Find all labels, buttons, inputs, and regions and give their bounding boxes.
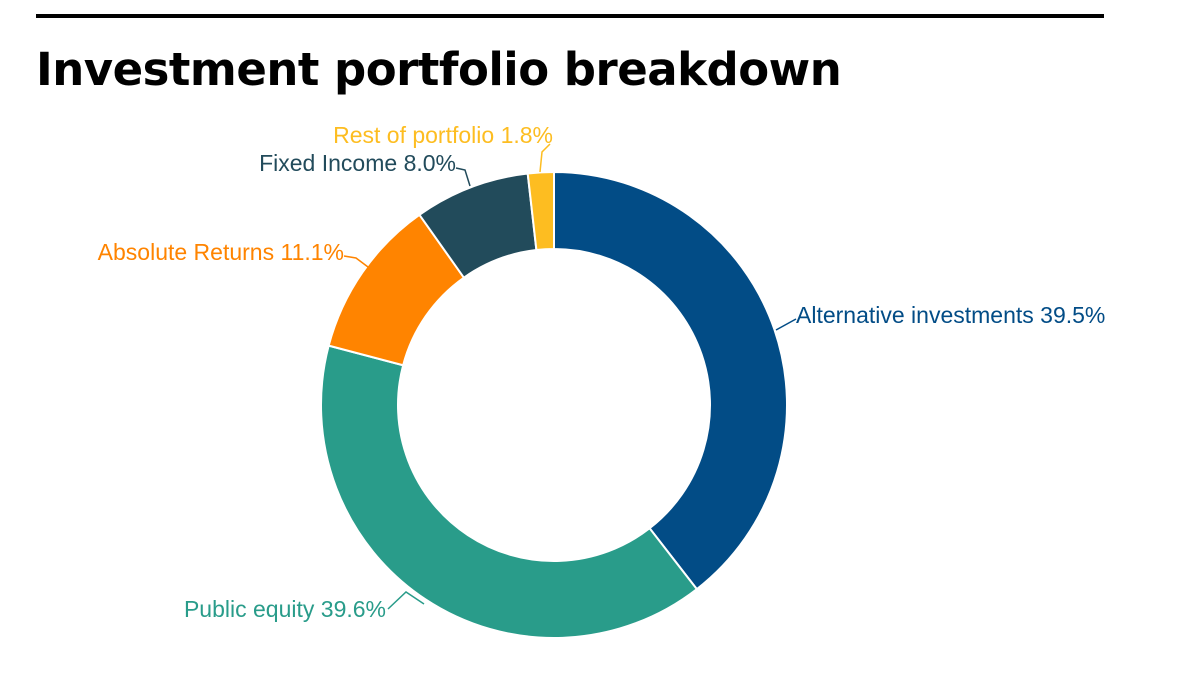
slice-label-name-rest-of-portfolio: Rest of portfolio [333,122,500,148]
slice-label-fixed-income: Fixed Income 8.0% [259,150,456,176]
slice-label-value-rest-of-portfolio: 1.8% [501,122,553,148]
slice-label-value-public-equity: 39.6% [321,596,386,622]
slice-label-alternative-investments: Alternative investments 39.5% [796,302,1105,328]
slice-public-equity [320,344,699,639]
slice-label-name-public-equity: Public equity [184,596,321,622]
slice-label-name-alternative-investments: Alternative investments [796,302,1040,328]
slice-alternative-investments [553,170,788,591]
slices [320,170,788,639]
slice-labels: Alternative investments 39.5% Public equi… [98,122,1106,622]
leader-line-alternative-investments [775,318,797,331]
slice-rest-of-portfolio [526,170,555,252]
slice-label-public-equity: Public equity 39.6% [184,596,386,622]
slice-label-rest-of-portfolio: Rest of portfolio 1.8% [333,122,553,148]
slice-label-value-fixed-income: 8.0% [404,150,456,176]
slice-label-name-fixed-income: Fixed Income [259,150,403,176]
slice-label-absolute-returns: Absolute Returns 11.1% [98,239,344,265]
leader-line-public-equity [387,591,425,610]
top-rule [36,14,1104,18]
chart-title: Investment portfolio breakdown [36,43,842,96]
leader-line-absolute-returns [343,255,373,271]
leader-line-fixed-income [455,167,471,187]
slice-label-value-absolute-returns: 11.1% [280,239,344,265]
leader-line-rest-of-portfolio [539,143,551,173]
slice-label-name-absolute-returns: Absolute Returns [98,239,281,265]
leader-lines [343,143,797,610]
slice-label-value-alternative-investments: 39.5% [1040,302,1105,328]
